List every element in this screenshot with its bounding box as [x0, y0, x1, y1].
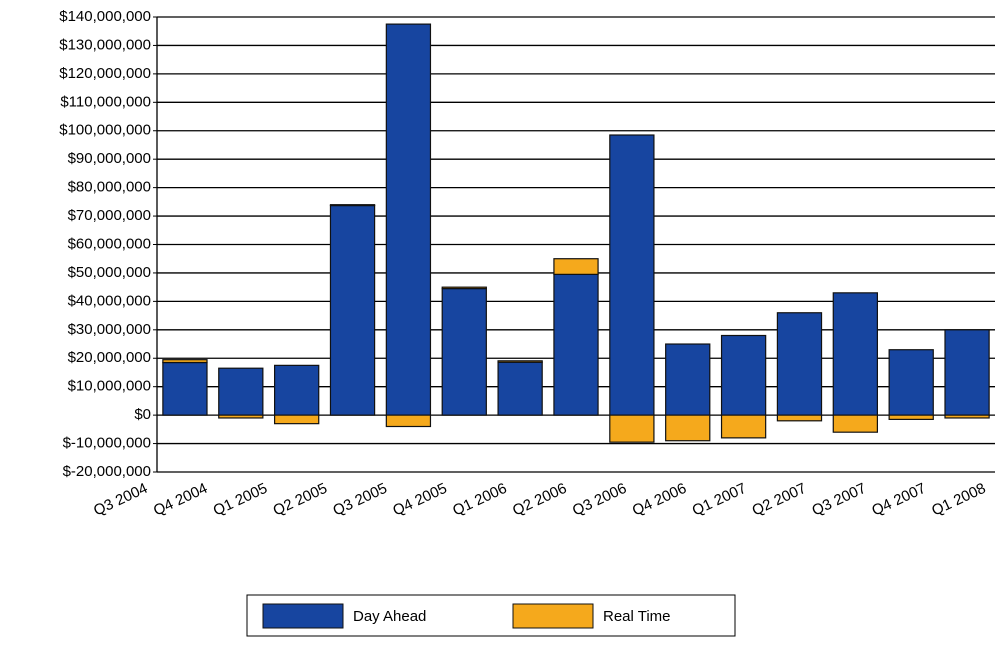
x-tick-label: Q2 2007: [749, 480, 808, 520]
bar: [776, 312, 823, 416]
x-tick-label: Q4 2004: [151, 480, 210, 520]
y-tick-label: $30,000,000: [68, 321, 151, 338]
x-tick-label: Q1 2007: [690, 480, 749, 520]
y-tick-label: $-20,000,000: [63, 463, 151, 480]
bar: [162, 359, 208, 364]
bar: [441, 287, 487, 416]
y-tick-label: $80,000,000: [68, 179, 151, 196]
bar: [329, 204, 376, 207]
y-tick-label: $100,000,000: [59, 122, 151, 139]
x-tick-label: Q3 2005: [330, 480, 389, 520]
bar: [665, 414, 711, 442]
bar: [776, 414, 823, 422]
x-tick-label: Q4 2005: [390, 480, 449, 520]
bar: [720, 414, 767, 439]
y-tick-label: $60,000,000: [68, 235, 151, 252]
y-tick-label: $110,000,000: [60, 93, 151, 110]
y-tick-label: $90,000,000: [68, 150, 151, 167]
x-tick-label: Q2 2006: [510, 480, 569, 520]
x-tick-label: Q3 2006: [570, 480, 629, 520]
bar: [385, 414, 432, 428]
bar: [162, 361, 208, 416]
x-tick-label: Q4 2007: [869, 480, 928, 520]
bar: [553, 258, 599, 275]
bar: [944, 414, 990, 419]
bar: [329, 204, 376, 416]
bar: [832, 292, 879, 416]
bar: [497, 361, 543, 416]
x-tick-label: Q3 2007: [809, 480, 868, 520]
y-tick-label: $-10,000,000: [63, 435, 151, 452]
y-tick-label: $130,000,000: [59, 36, 151, 53]
bar: [218, 414, 264, 419]
bar: [832, 414, 879, 433]
legend-label: Real Time: [603, 608, 671, 625]
legend-swatch: [262, 603, 344, 629]
x-tick-label: Q2 2005: [271, 480, 330, 520]
bar: [888, 349, 934, 416]
y-tick-label: $40,000,000: [68, 292, 151, 309]
legend-swatch: [512, 603, 594, 629]
y-tick-label: $50,000,000: [68, 264, 151, 281]
x-tick-label: Q4 2006: [630, 480, 689, 520]
legend-label: Day Ahead: [353, 608, 426, 625]
bar: [944, 329, 990, 416]
bar: [609, 134, 655, 416]
bar: [497, 360, 543, 363]
y-tick-label: $20,000,000: [68, 349, 151, 366]
x-tick-label: Q1 2005: [211, 480, 270, 520]
bar: [273, 414, 320, 425]
y-tick-label: $10,000,000: [68, 378, 151, 395]
y-tick-label: $70,000,000: [68, 207, 151, 224]
y-tick-label: $120,000,000: [59, 65, 151, 82]
bar: [441, 286, 487, 290]
x-tick-label: Q3 2004: [91, 480, 150, 520]
bar: [218, 367, 264, 416]
bar: [273, 364, 320, 416]
bar: [609, 414, 655, 443]
x-tick-label: Q1 2008: [929, 480, 988, 520]
bar: [385, 23, 432, 416]
y-tick-label: $140,000,000: [59, 8, 151, 25]
bar: [665, 343, 711, 416]
bar: [720, 334, 767, 416]
bar: [553, 273, 599, 416]
y-tick-label: $0: [134, 406, 151, 423]
bar: [888, 414, 934, 420]
x-tick-label: Q1 2006: [450, 480, 509, 520]
